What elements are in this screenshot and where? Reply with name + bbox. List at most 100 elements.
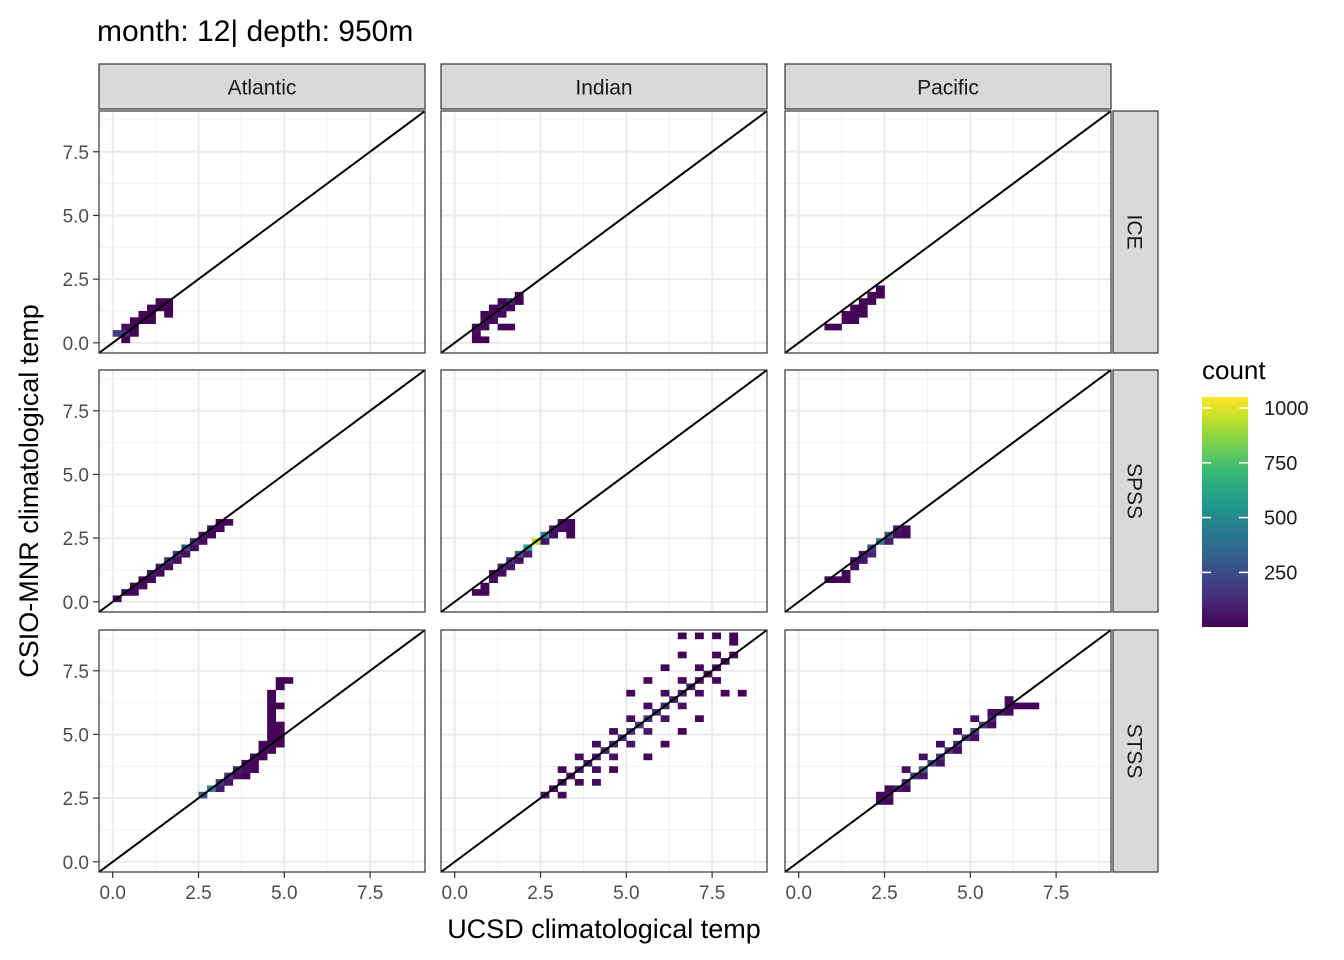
- heatmap-bin: [489, 304, 498, 312]
- x-tick-label: 2.5: [871, 883, 897, 904]
- heatmap-bin: [694, 689, 704, 697]
- heatmap-bin: [850, 310, 860, 318]
- heatmap-bin: [591, 740, 601, 748]
- heatmap-bin: [232, 772, 242, 780]
- facet-strip-spss: SPSS: [1112, 369, 1159, 613]
- heatmap-bin: [643, 728, 653, 735]
- heatmap-bin: [275, 677, 285, 684]
- heatmap-bin: [660, 664, 670, 672]
- heatmap-bin: [489, 317, 498, 325]
- heatmap-bin: [275, 740, 285, 748]
- strip-background: [784, 63, 1112, 110]
- heatmap-bin: [591, 779, 601, 786]
- heatmap-bin: [841, 310, 851, 318]
- reference-line: [98, 369, 426, 613]
- heatmap-bin: [720, 689, 730, 697]
- y-tick-label: 0.0: [63, 334, 89, 355]
- heatmap-bin: [241, 766, 251, 773]
- heatmap-bin: [850, 563, 860, 571]
- reference-line: [784, 629, 1112, 873]
- heatmap-bin: [471, 589, 481, 596]
- x-tick-label: 7.5: [1043, 883, 1069, 904]
- y-tick-label: 0.0: [63, 593, 89, 614]
- heatmap-bin: [121, 323, 131, 331]
- panel-border: [98, 369, 426, 613]
- heatmap-bin: [643, 753, 653, 761]
- heatmap-bin: [694, 664, 704, 672]
- x-tick-label: 5.0: [613, 883, 639, 904]
- panel-indian-stss: [440, 629, 768, 873]
- legend-title: count: [1202, 355, 1266, 385]
- y-tick-label: 7.5: [63, 662, 89, 683]
- heatmap-bin: [867, 550, 877, 558]
- heatmap-bin: [712, 677, 721, 684]
- heatmap-bin: [480, 589, 490, 596]
- heatmap-bin: [591, 766, 601, 773]
- heatmap-bin: [497, 323, 507, 331]
- heatmap-bin: [901, 785, 911, 793]
- heatmap-bin: [841, 569, 851, 577]
- reference-line: [784, 369, 1112, 613]
- facet-strip-pacific: Pacific: [784, 63, 1112, 110]
- heatmap-bin: [147, 576, 156, 584]
- heatmap-bin: [275, 702, 285, 710]
- heatmap-bin: [258, 740, 268, 748]
- heatmap-bin: [918, 772, 928, 780]
- reference-line: [98, 110, 426, 354]
- heatmap-bin: [970, 734, 980, 742]
- heatmap-bin: [267, 734, 277, 742]
- reference-line: [784, 110, 1112, 354]
- heatmap-bin: [694, 632, 704, 640]
- heatmap-bin: [935, 740, 945, 748]
- y-tick-label: 0.0: [63, 853, 89, 874]
- heatmap-bin: [953, 728, 963, 735]
- heatmap-bin: [574, 753, 584, 761]
- y-tick-label: 5.0: [63, 465, 89, 486]
- heatmap-bin: [729, 632, 739, 640]
- heatmap-bin: [138, 310, 148, 318]
- heatmap-bin: [824, 323, 834, 331]
- heatmap-bin: [935, 759, 945, 767]
- y-tick-label: 5.0: [63, 725, 89, 746]
- panel-border: [784, 369, 1112, 613]
- heatmap-bin: [471, 336, 481, 344]
- heatmap-bin: [858, 304, 868, 312]
- heatmap-bin: [1004, 708, 1014, 716]
- heatmap-bin: [471, 330, 481, 337]
- colorbar-tick-label: 750: [1264, 453, 1297, 475]
- heatmap-bin: [181, 550, 191, 558]
- panel-indian-ice: [440, 110, 768, 354]
- heatmap-bin: [267, 721, 277, 729]
- strip-background: [1112, 629, 1159, 873]
- heatmap-bin: [850, 304, 860, 312]
- heatmap-bin: [867, 298, 877, 305]
- strip-label: Pacific: [917, 77, 979, 100]
- heatmap-bin: [677, 651, 687, 659]
- panel-border: [440, 629, 768, 873]
- reference-line: [440, 629, 768, 873]
- heatmap-bin: [497, 310, 507, 318]
- heatmap-bin: [901, 525, 911, 533]
- x-axis-title: UCSD climatological temp: [447, 914, 761, 944]
- heatmap-bin: [884, 538, 894, 545]
- heatmap-bin: [506, 304, 516, 312]
- heatmap-bin: [574, 779, 584, 786]
- heatmap-bin: [284, 677, 294, 684]
- heatmap-bin: [660, 740, 670, 748]
- colorbar-tick-label: 1000: [1264, 398, 1309, 420]
- heatmap-bin: [207, 531, 216, 539]
- heatmap-bin: [189, 544, 199, 552]
- strip-background: [98, 63, 426, 110]
- heatmap-bin: [164, 304, 174, 312]
- panel-atlantic-stss: [98, 629, 426, 873]
- heatmap-bin: [275, 683, 285, 691]
- strip-background: [1112, 110, 1159, 354]
- strip-background: [440, 63, 768, 110]
- heatmap-bin: [198, 538, 208, 545]
- heatmap-bin: [480, 582, 490, 590]
- heatmap-bin: [609, 766, 619, 773]
- reference-line: [440, 369, 768, 613]
- heatmap-bin: [626, 715, 636, 723]
- heatmap-bin: [241, 772, 251, 780]
- heatmap-bin: [497, 569, 507, 577]
